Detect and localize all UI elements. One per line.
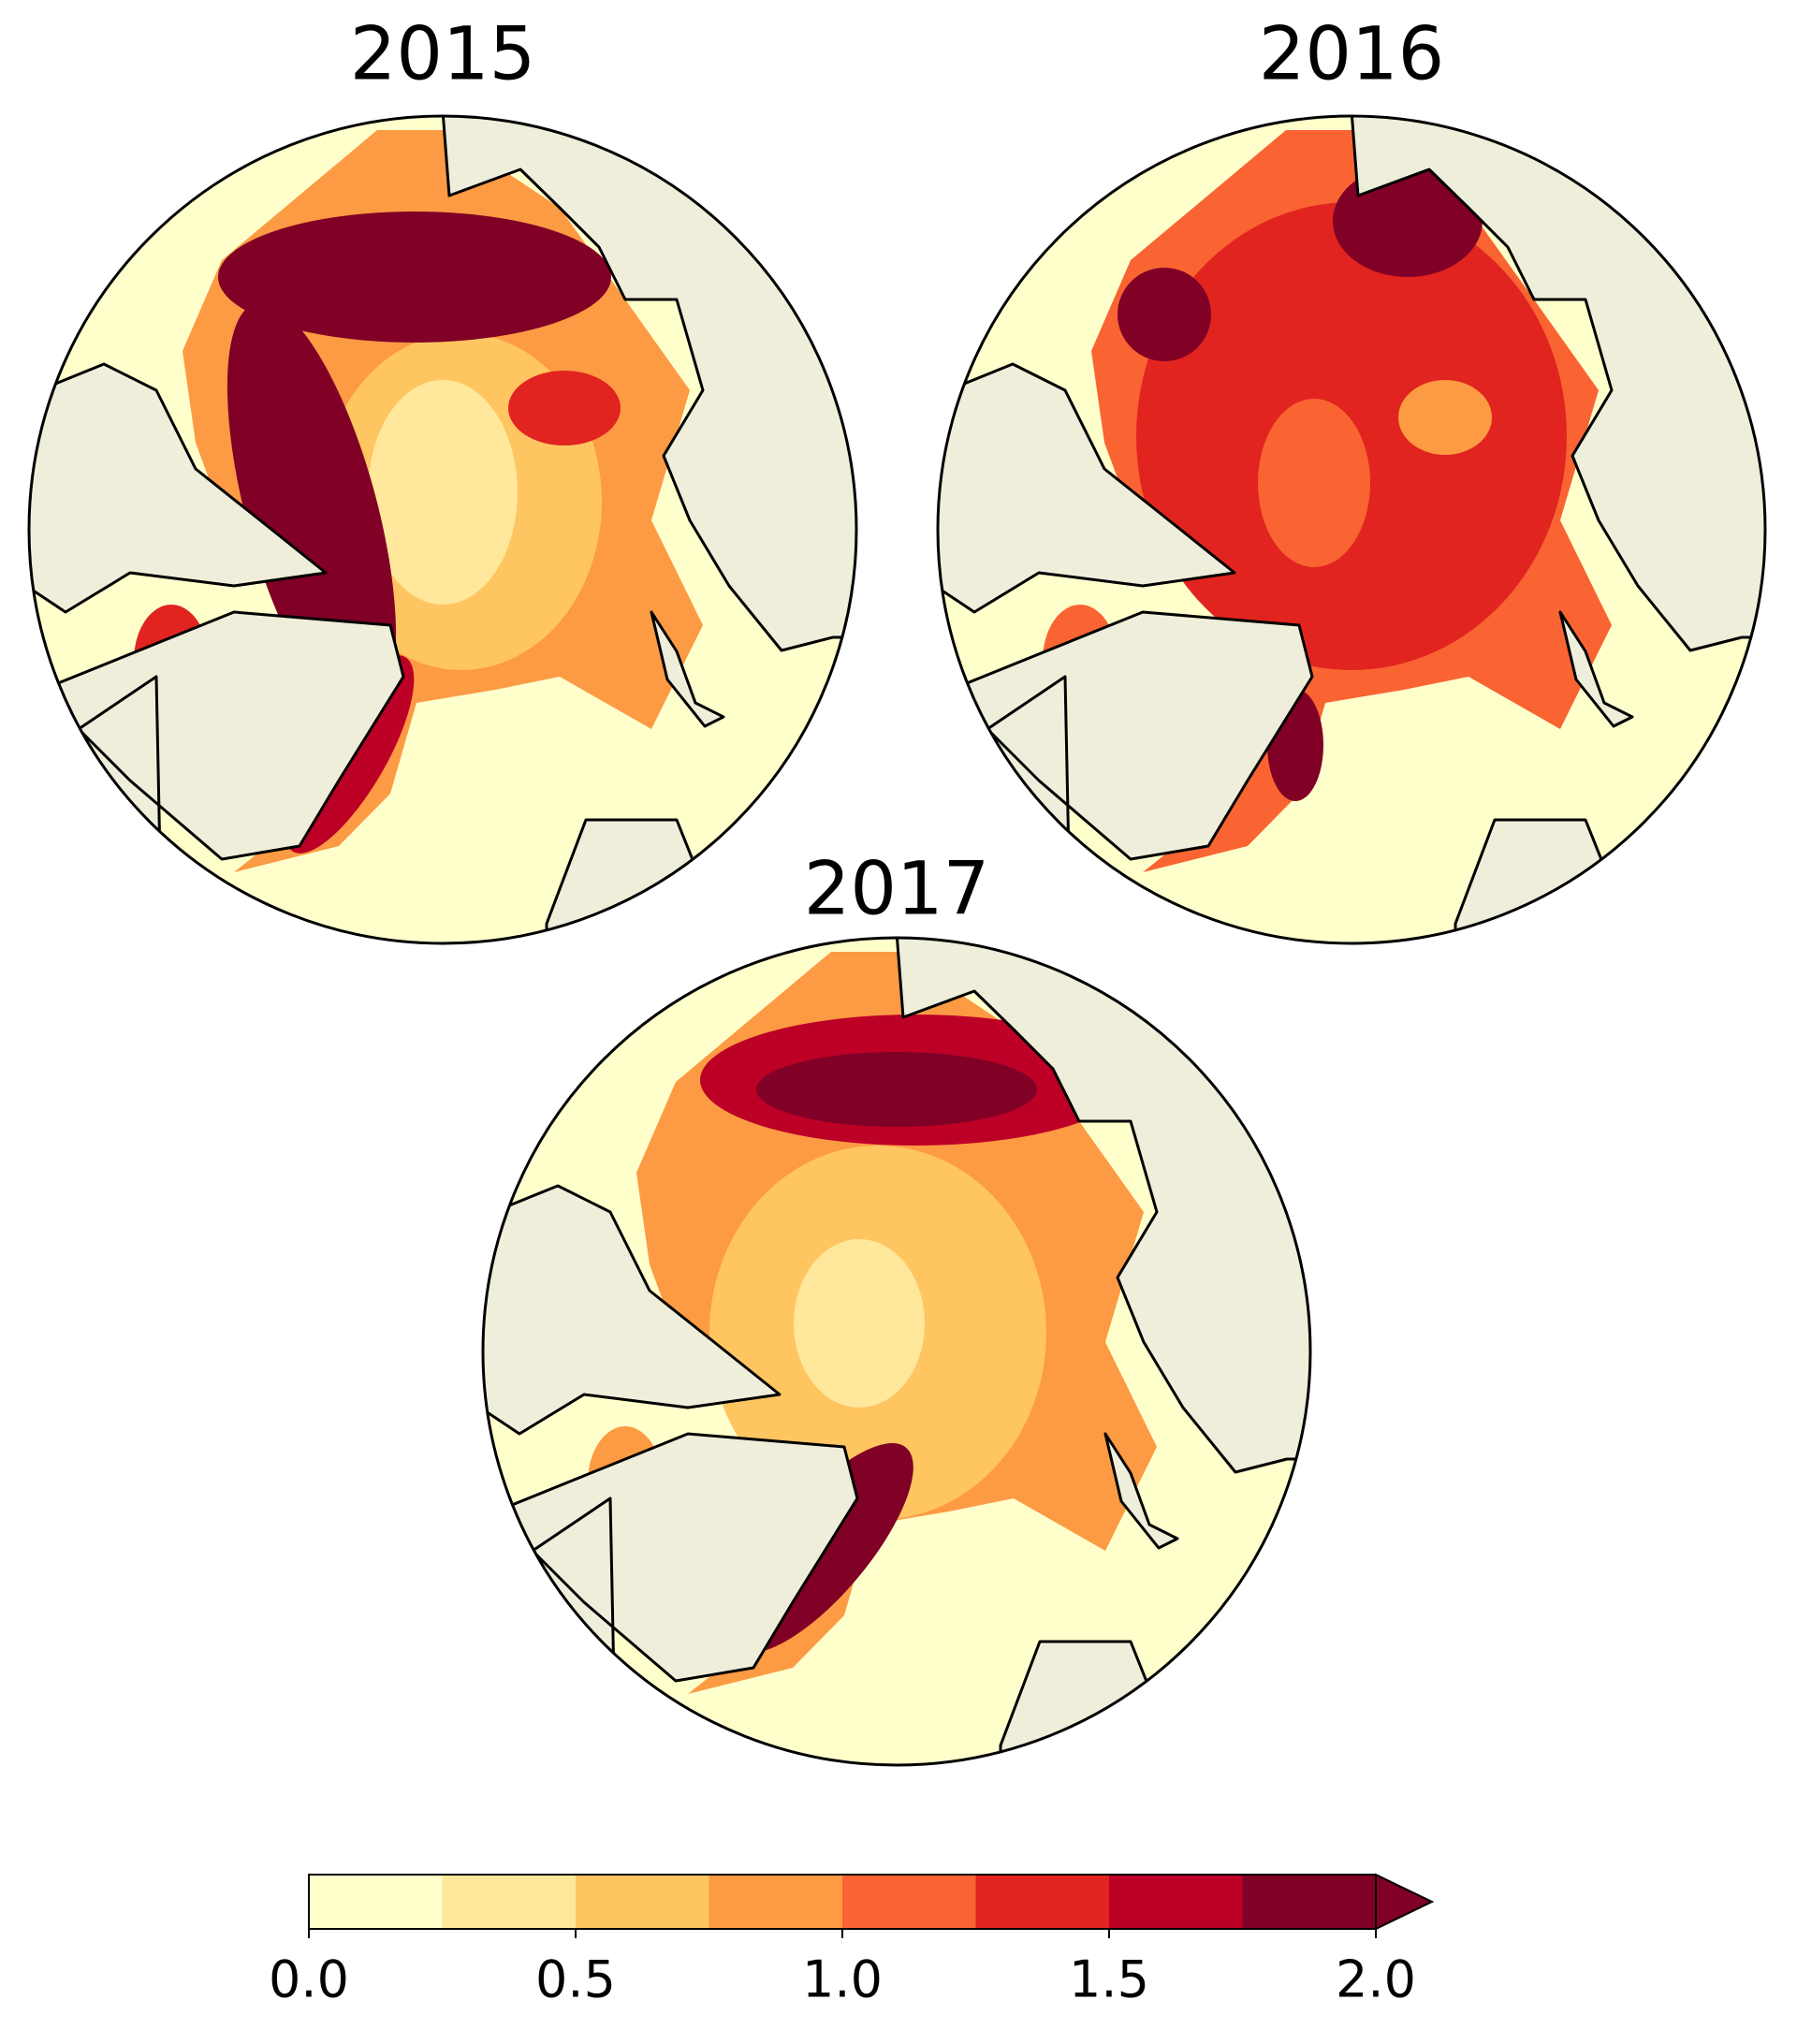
- map-title: 2017: [804, 847, 990, 931]
- map: [27, 114, 858, 945]
- tick-label: 0.0: [269, 1950, 349, 2009]
- tick-label: 0.5: [535, 1950, 616, 2009]
- colorbar-segment: [442, 1875, 576, 1929]
- tick-label: 1.0: [802, 1950, 883, 2009]
- tick-label: 2.0: [1336, 1950, 1416, 2009]
- tick-label: 1.5: [1069, 1950, 1149, 2009]
- map: [481, 936, 1312, 1767]
- colorbar-segment: [576, 1875, 709, 1929]
- colorbar-segment: [309, 1875, 443, 1929]
- colorbar-segment: [842, 1875, 976, 1929]
- colorbar-extend: [1375, 1873, 1435, 1931]
- map-title: 2015: [350, 12, 536, 96]
- colorbar: 0.0 0.5 1.0 1.5 2.0: [269, 1873, 1435, 2009]
- colorbar-segment: [975, 1875, 1109, 1929]
- map: [936, 114, 1767, 945]
- colorbar-segment: [1109, 1875, 1243, 1929]
- map-title: 2016: [1259, 12, 1445, 96]
- colorbar-segment: [709, 1875, 842, 1929]
- colorbar-segment: [1242, 1875, 1376, 1929]
